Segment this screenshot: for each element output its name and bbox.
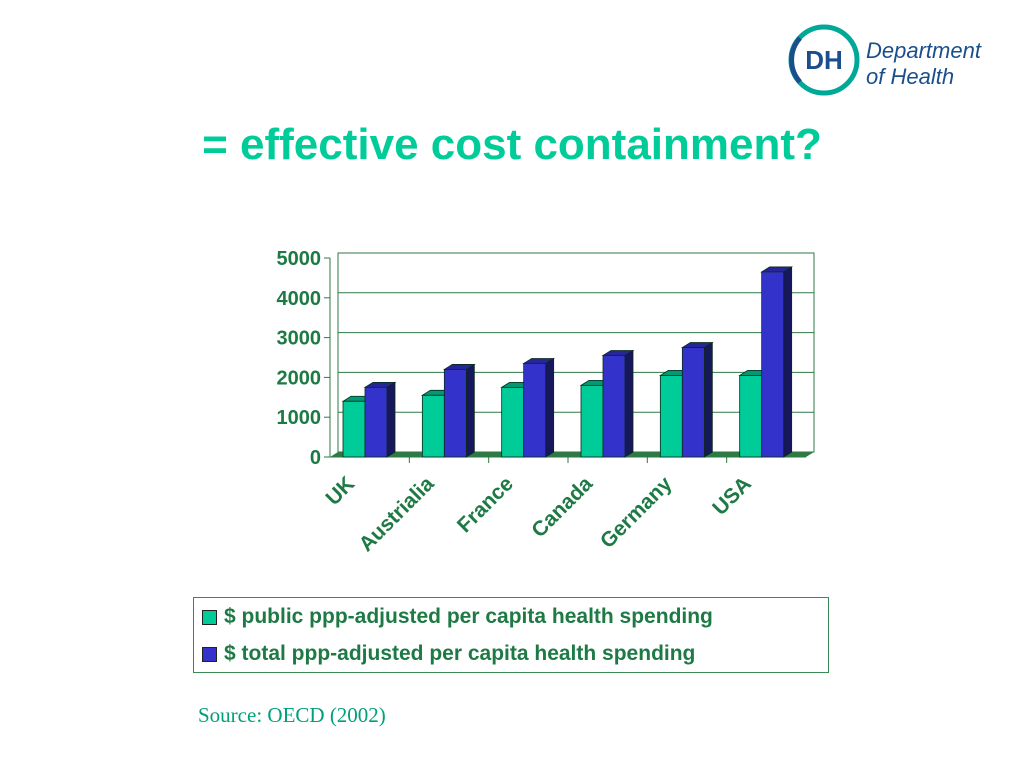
y-tick-label: 2000 <box>277 367 322 389</box>
bar-front <box>342 400 366 458</box>
bar-front <box>364 386 388 458</box>
bar-front <box>761 271 785 458</box>
bar-total-uk <box>363 381 397 458</box>
x-tick-label-usa: USA <box>708 472 756 520</box>
bar-front <box>681 347 705 458</box>
bar-side <box>545 357 555 458</box>
bar-front <box>523 363 547 458</box>
bar-total-france <box>522 357 556 458</box>
logo-mark: DH <box>805 45 843 75</box>
x-tick-label-canada: Canada <box>527 472 597 542</box>
y-axis-tick-labels: 0 1000 2000 3000 4000 5000 <box>277 248 322 469</box>
y-tick-label: 3000 <box>277 328 322 350</box>
gridlines <box>324 252 814 463</box>
bar-side <box>624 349 634 458</box>
y-tick-label: 4000 <box>277 288 322 310</box>
logo-line2: of Health <box>866 64 954 89</box>
bar-front <box>659 375 683 458</box>
legend-label-public: $ public ppp-adjusted per capita health … <box>224 605 713 628</box>
source-note: Source: OECD (2002) <box>198 703 386 727</box>
bar-total-austrialia <box>442 363 476 458</box>
x-tick-label-austrialia: Austrialia <box>355 472 439 556</box>
bar-front <box>421 394 445 458</box>
legend-swatch-total <box>202 646 217 662</box>
legend-label-total: $ total ppp-adjusted per capita health s… <box>224 642 696 665</box>
bar-front <box>580 384 604 458</box>
y-tick-label: 5000 <box>277 248 322 270</box>
bar-total-germany <box>680 341 714 458</box>
bar-side <box>465 363 475 458</box>
bar-front <box>501 386 525 458</box>
bar-front <box>739 375 763 458</box>
bar-side <box>703 341 713 458</box>
bar-side <box>386 381 396 458</box>
legend-item-total: $ total ppp-adjusted per capita health s… <box>202 639 695 669</box>
bar-front <box>443 369 467 458</box>
logo-arc <box>789 36 802 84</box>
x-tick-label-france: France <box>453 472 518 537</box>
logo-line1: Department <box>866 38 982 63</box>
bar-total-usa <box>760 266 794 458</box>
y-tick-label: 1000 <box>277 407 322 429</box>
bar-total-canada <box>601 349 635 458</box>
slide-title: = effective cost containment? <box>202 120 822 169</box>
legend-swatch-public <box>202 609 217 625</box>
bar-side <box>783 266 793 458</box>
department-of-health-logo: DH Department of Health <box>788 24 982 96</box>
bars <box>341 266 794 458</box>
bar-front <box>602 355 626 458</box>
x-tick-label-germany: Germany <box>596 472 677 553</box>
x-tick-label-uk: UK <box>321 472 359 510</box>
legend-item-public: $ public ppp-adjusted per capita health … <box>202 602 713 632</box>
y-tick-label: 0 <box>310 447 321 469</box>
chart-legend: $ public ppp-adjusted per capita health … <box>193 597 829 673</box>
